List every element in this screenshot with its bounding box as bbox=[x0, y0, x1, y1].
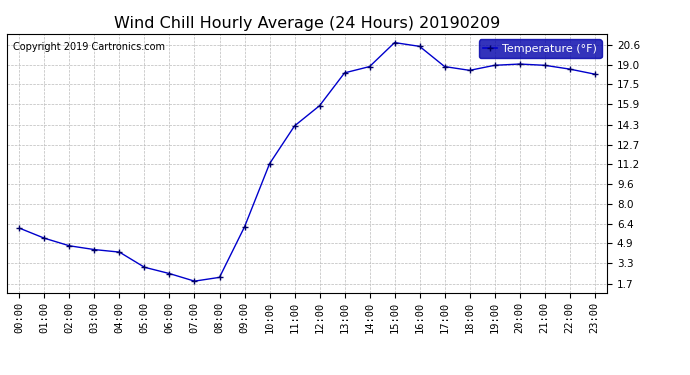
Legend: Temperature (°F): Temperature (°F) bbox=[479, 39, 602, 58]
Text: Copyright 2019 Cartronics.com: Copyright 2019 Cartronics.com bbox=[13, 42, 165, 51]
Title: Wind Chill Hourly Average (24 Hours) 20190209: Wind Chill Hourly Average (24 Hours) 201… bbox=[114, 16, 500, 31]
